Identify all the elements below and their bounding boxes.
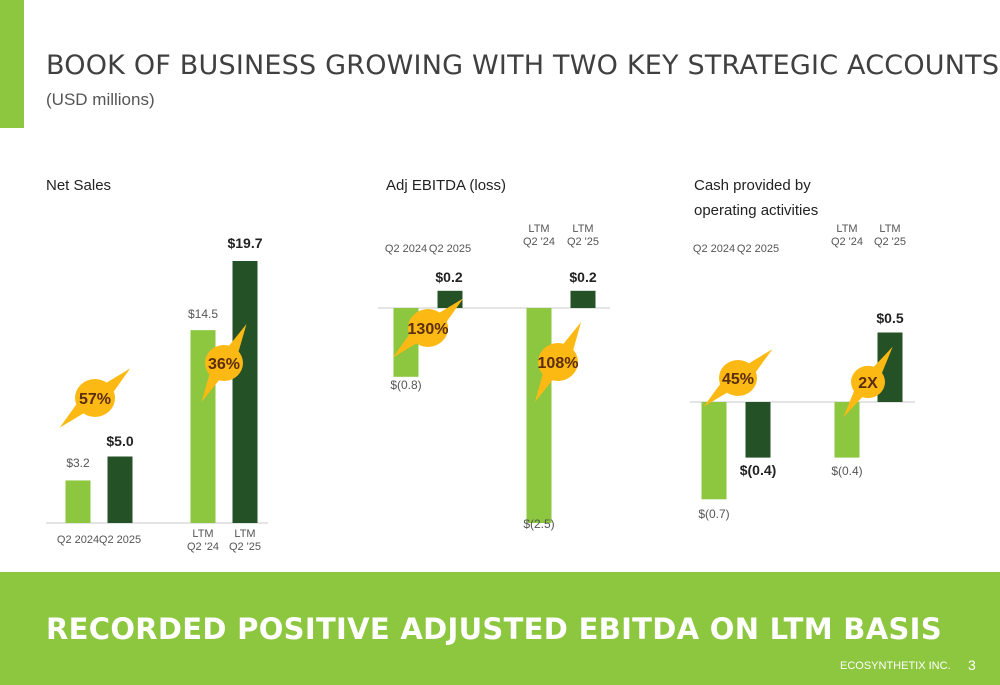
chart1-bar-1: [437, 290, 463, 308]
chart2-data-label-2: $(0.4): [831, 464, 862, 478]
chart2-data-label-0: $(0.7): [698, 507, 729, 521]
chart1-growth-badge-0: [408, 309, 448, 347]
chart-title-adj-ebitda: Adj EBITDA (loss): [386, 177, 507, 194]
chart0-data-label-2: $14.5: [188, 307, 218, 321]
company-name: ECOSYNTHETIX INC.: [840, 660, 951, 672]
chart2-bar-1: [745, 402, 771, 458]
chart0-category-label-3-line2: Q2 '25: [229, 541, 261, 553]
chart2-data-label-1: $(0.4): [740, 462, 777, 478]
chart2-growth-badge-1: [851, 365, 885, 399]
chart2-growth-badge-0-label: 45%: [722, 371, 754, 388]
page-number: 3: [968, 657, 976, 673]
chart2-category-label-2-line2: Q2 '24: [831, 236, 863, 248]
chart0-category-label-1: Q2 2025: [99, 534, 141, 546]
chart0-category-label-2-line1: LTM: [192, 528, 213, 540]
chart1-data-label-1: $0.2: [435, 269, 462, 285]
page-subtitle: (USD millions): [46, 90, 155, 109]
chart0-bar-0: [65, 480, 91, 523]
chart1-bar-2: [526, 308, 552, 523]
chart1-data-label-2: $(2.5): [523, 517, 554, 531]
chart0-category-label-0: Q2 2024: [57, 534, 99, 546]
chart1-data-label-0: $(0.8): [390, 378, 421, 392]
chart2-category-label-0: Q2 2024: [693, 243, 735, 255]
chart2-growth-badge-0: [719, 359, 757, 397]
chart1-category-label-2-line2: Q2 '24: [523, 236, 555, 248]
chart1-category-label-1: Q2 2025: [429, 243, 471, 255]
chart2-category-label-3-line1: LTM: [879, 223, 900, 235]
chart2-category-label-2-line1: LTM: [836, 223, 857, 235]
chart1-category-label-2-line1: LTM: [528, 223, 549, 235]
chart2-category-label-3-line2: Q2 '25: [874, 236, 906, 248]
footer-band: [0, 572, 1000, 685]
chart0-growth-badge-1-label: 36%: [208, 356, 240, 373]
chart1-bar-3: [570, 290, 596, 308]
footer-headline: RECORDED POSITIVE ADJUSTED EBITDA ON LTM…: [46, 612, 942, 646]
chart1-category-label-3-line2: Q2 '25: [567, 236, 599, 248]
chart0-growth-badge-0-label: 57%: [79, 391, 111, 408]
chart1-growth-badge-0-label: 130%: [408, 321, 449, 338]
chart-title-net-sales: Net Sales: [46, 177, 112, 194]
chart2-category-label-1: Q2 2025: [737, 243, 779, 255]
chart0-data-label-3: $19.7: [227, 235, 262, 251]
chart0-growth-badge-1: [205, 344, 243, 382]
chart2-growth-badge-1-label: 2X: [858, 375, 878, 392]
page-title: BOOK OF BUSINESS GROWING WITH TWO KEY ST…: [46, 50, 1000, 81]
chart2-data-label-3: $0.5: [876, 310, 903, 326]
chart2-bar-0: [701, 402, 727, 500]
chart1-category-label-0: Q2 2024: [385, 243, 427, 255]
accent-bar: [0, 0, 24, 128]
chart1-growth-badge-1-label: 108%: [538, 355, 579, 372]
chart0-category-label-2-line2: Q2 '24: [187, 541, 219, 553]
chart1-category-label-3-line1: LTM: [572, 223, 593, 235]
chart0-bar-1: [107, 456, 133, 523]
chart1-growth-badge-1: [538, 343, 578, 381]
chart0-category-label-3-line1: LTM: [234, 528, 255, 540]
chart1-data-label-3: $0.2: [569, 269, 596, 285]
chart-title-cash-ops: Cash provided by operating activities: [694, 177, 819, 219]
chart0-growth-badge-0: [75, 379, 115, 417]
chart0-data-label-0: $3.2: [66, 456, 90, 470]
chart0-data-label-1: $5.0: [106, 433, 133, 449]
chart0-bar-3: [232, 260, 258, 523]
